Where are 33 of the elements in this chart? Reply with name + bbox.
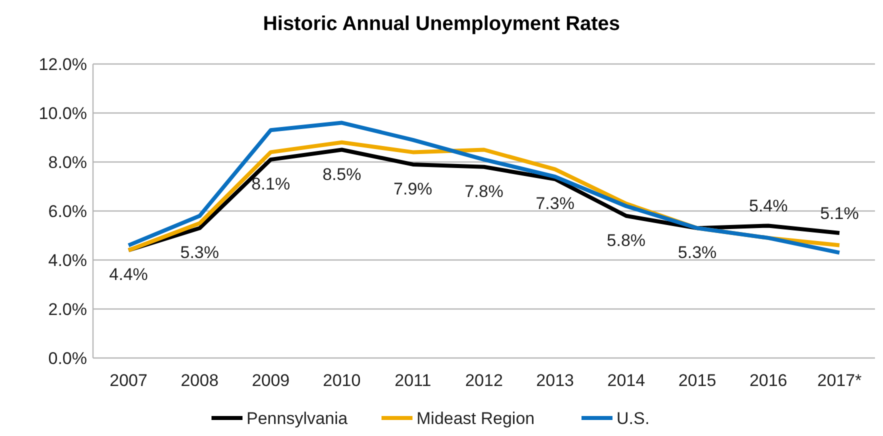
data-label: 5.3% (678, 243, 717, 262)
x-tick-label: 2009 (252, 371, 290, 390)
y-tick-label: 2.0% (48, 300, 87, 319)
data-label: 7.9% (394, 179, 432, 198)
x-tick-label: 2013 (536, 371, 574, 390)
legend-label: U.S. (616, 409, 650, 428)
data-label: 5.4% (748, 196, 788, 216)
x-tick-label: 2015 (678, 371, 716, 390)
x-tick-label: 2010 (322, 371, 361, 390)
data-label: 8.5% (322, 164, 362, 184)
y-tick-label: 6.0% (48, 202, 87, 221)
y-tick-label: 0.0% (48, 349, 87, 368)
x-tick-label: 2011 (394, 371, 432, 390)
y-tick-label: 12.0% (38, 55, 87, 74)
data-label: 7.3% (536, 194, 574, 214)
data-label: 5.8% (606, 230, 646, 250)
y-tick-label: 8.0% (48, 153, 87, 172)
data-label: 5.1% (820, 204, 859, 224)
chart-title: Historic Annual Unemployment Rates (262, 13, 620, 35)
x-tick-label: 2008 (180, 371, 219, 390)
y-tick-label: 4.0% (48, 251, 87, 270)
legend-label: Mideast Region (416, 409, 535, 428)
y-tick-label: 10.0% (38, 104, 87, 123)
data-label: 7.8% (464, 182, 504, 201)
data-label: 8.1% (251, 174, 290, 194)
data-label: 5.3% (180, 243, 220, 262)
x-tick-label: 2007 (110, 371, 148, 390)
x-tick-label: 2016 (749, 371, 788, 390)
data-label: 4.4% (109, 265, 148, 284)
legend-label: Pennsylvania (246, 409, 348, 428)
x-tick-label: 2017* (817, 371, 862, 390)
x-tick-label: 2014 (607, 371, 646, 390)
x-tick-label: 2012 (465, 371, 503, 390)
